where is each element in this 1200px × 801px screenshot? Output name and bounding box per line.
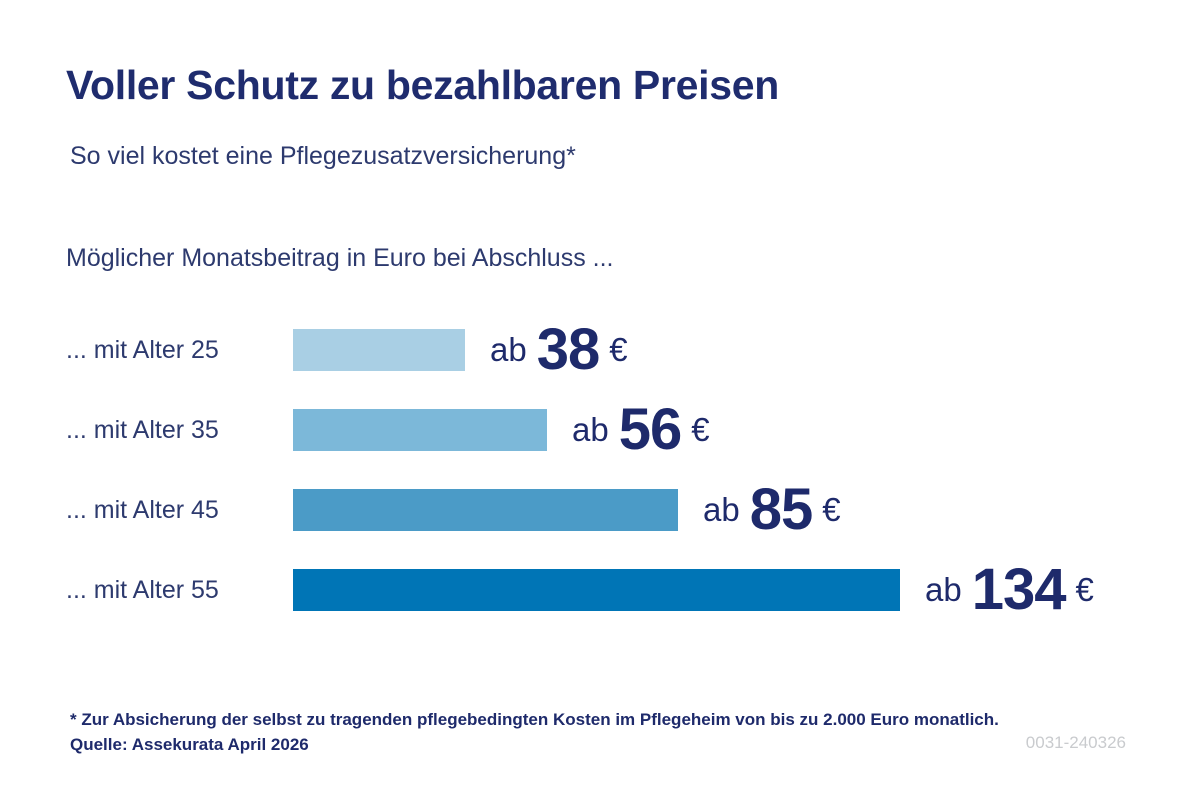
page-subtitle: So viel kostet eine Pflegezusatzversiche… <box>70 142 576 170</box>
bar <box>293 409 547 451</box>
value-prefix: ab <box>572 411 609 448</box>
bar-chart: ... mit Alter 25 ab 38 €... mit Alter 35 ab 5… <box>66 321 1094 649</box>
value-number: 134 <box>971 557 1067 622</box>
chart-title: Möglicher Monatsbeitrag in Euro bei Absc… <box>66 244 614 272</box>
value-prefix: ab <box>925 571 962 608</box>
value-number: 38 <box>536 317 601 382</box>
bar-category-label: ... mit Alter 45 <box>66 495 219 524</box>
source-attribution: Quelle: Assekurata April 2026 <box>70 735 309 754</box>
value-suffix: € <box>1075 571 1094 608</box>
value-suffix: € <box>822 491 841 528</box>
bar-value-label: ab 56 € <box>572 401 710 459</box>
page-title: Voller Schutz zu bezahlbaren Preisen <box>66 62 779 108</box>
bar-value-label: ab 134 € <box>925 561 1094 619</box>
footnote: * Zur Absicherung der selbst zu tragende… <box>70 710 999 729</box>
document-code: 0031-240326 <box>1025 733 1126 752</box>
bar-category-label: ... mit Alter 55 <box>66 575 219 604</box>
value-number: 85 <box>749 477 814 542</box>
bar-value-label: ab 85 € <box>703 481 841 539</box>
bar-category-label: ... mit Alter 25 <box>66 335 219 364</box>
value-suffix: € <box>609 331 628 368</box>
value-prefix: ab <box>490 331 527 368</box>
bar <box>293 569 900 611</box>
bar-value-label: ab 38 € <box>490 321 628 379</box>
value-number: 56 <box>618 397 683 462</box>
value-suffix: € <box>691 411 710 448</box>
value-prefix: ab <box>703 491 740 528</box>
bar-row: ... mit Alter 45 ab 85 € <box>66 481 1094 539</box>
bar-row: ... mit Alter 35 ab 56 € <box>66 401 1094 459</box>
bar <box>293 489 678 531</box>
bar-row: ... mit Alter 55 ab 134 € <box>66 561 1094 619</box>
bar-category-label: ... mit Alter 35 <box>66 415 219 444</box>
bar <box>293 329 465 371</box>
bar-row: ... mit Alter 25 ab 38 € <box>66 321 1094 379</box>
